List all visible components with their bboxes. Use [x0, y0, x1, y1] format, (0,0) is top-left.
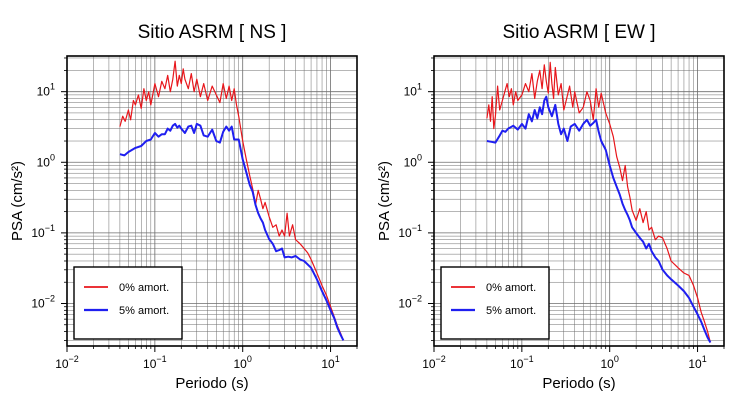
- legend: 0% amort. 5% amort.: [73, 266, 183, 340]
- x-tick-label: 10−1: [510, 354, 534, 371]
- x-tick-label: 100: [234, 354, 252, 371]
- x-axis-label: Periodo (s): [542, 375, 615, 392]
- plot-frame: [433, 55, 725, 347]
- legend-label-damped: 5% amort.: [486, 305, 536, 317]
- y-tick-label: 100: [404, 152, 422, 169]
- y-tick-label: 10−1: [31, 223, 55, 240]
- legend-box: [440, 266, 550, 340]
- series-line-damped: [119, 122, 345, 341]
- plot-frame: [66, 55, 358, 347]
- y-axis-label: PSA (cm/s²): [9, 161, 26, 241]
- y-tick-label: 10−2: [398, 293, 422, 310]
- series-line-undamped: [119, 60, 344, 341]
- y-axis-label: PSA (cm/s²): [376, 161, 393, 241]
- chart-title: Sitio ASRM [ EW ]: [502, 22, 655, 43]
- y-tick-label: 100: [37, 152, 55, 169]
- chart-title: Sitio ASRM [ NS ]: [138, 22, 287, 43]
- legend-label-undamped: 0% amort.: [119, 282, 169, 294]
- legend: 0% amort. 5% amort.: [440, 266, 550, 340]
- y-tick-label: 10−1: [398, 223, 422, 240]
- series-line-damped: [486, 95, 712, 343]
- y-tick-label: 101: [37, 82, 55, 99]
- chart-ew: 10−2 10−1 100 101 10−2 10−1 100 101 Sitio ASRM […: [376, 22, 725, 392]
- x-tick-label: 10−2: [422, 354, 446, 371]
- legend-label-damped: 5% amort.: [119, 305, 169, 317]
- series-line-undamped: [486, 61, 711, 343]
- legend-label-undamped: 0% amort.: [486, 282, 536, 294]
- y-tick-label: 101: [404, 82, 422, 99]
- legend-box: [73, 266, 183, 340]
- x-tick-label: 10−1: [143, 354, 167, 371]
- y-tick-label: 10−2: [31, 293, 55, 310]
- x-tick-label: 101: [321, 354, 339, 371]
- chart-ns: 10−2 10−1 100 101 10−2 10−1 100 101 Sitio ASRM […: [9, 22, 358, 392]
- x-tick-label: 100: [601, 354, 619, 371]
- x-tick-label: 10−2: [55, 354, 79, 371]
- x-tick-label: 101: [688, 354, 706, 371]
- x-axis-label: Periodo (s): [175, 375, 248, 392]
